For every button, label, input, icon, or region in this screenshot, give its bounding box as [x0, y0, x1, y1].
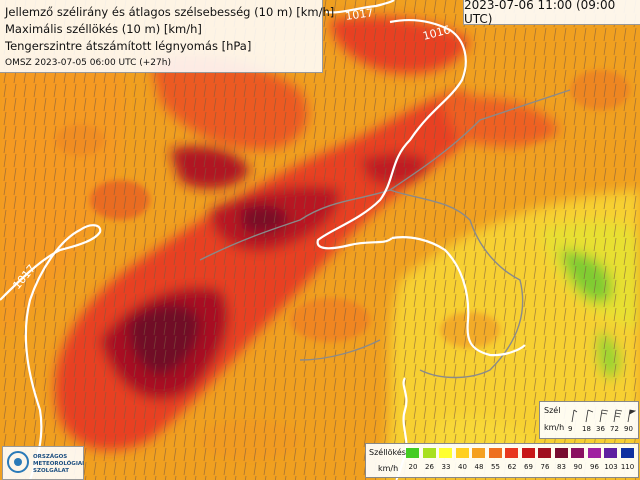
- isobar-1016: [316, 19, 467, 250]
- gust-legend-swatch: [455, 448, 469, 458]
- gust-legend-swatch: [604, 448, 617, 458]
- isobar-1017-top: [325, 0, 395, 14]
- isobar-label-1017-top: 1017: [345, 6, 375, 23]
- isobar-1017-left: [0, 224, 102, 480]
- gust-legend-swatch: [488, 448, 502, 458]
- gust-legend-value: 83: [557, 463, 566, 471]
- gust-legend-swatch: [472, 448, 485, 458]
- gust-legend-swatch: [439, 448, 452, 458]
- wind-legend-value: 36: [596, 425, 605, 433]
- gust-legend-value: 103: [604, 463, 618, 471]
- logo-icon: [7, 451, 29, 473]
- gust-legend-swatch: [620, 448, 634, 458]
- gust-legend-value: 96: [590, 463, 599, 471]
- wind-legend-value: 90: [624, 425, 633, 433]
- info-title-pressure: Tengerszintre átszámított légnyomás [hPa…: [5, 39, 252, 53]
- info-title-wind: Jellemző szélirány és átlagos szélsebess…: [5, 5, 335, 19]
- gust-legend-swatch: [554, 448, 568, 458]
- map-info-panel: Jellemző szélirány és átlagos szélsebess…: [0, 0, 334, 73]
- gust-legend-swatch: [538, 448, 551, 458]
- wind-legend-value: 9: [568, 425, 573, 433]
- gust-legend-swatch: [521, 448, 535, 458]
- isobar-east: [391, 236, 526, 357]
- gust-legend-value: 55: [491, 463, 500, 471]
- gust-legend-swatch: [505, 448, 518, 458]
- gust-legend-value: 40: [458, 463, 467, 471]
- gust-legend-value: 110: [620, 463, 635, 471]
- logo-line3: SZOLGÁLAT: [33, 468, 69, 474]
- wind-legend-value: 72: [610, 425, 619, 433]
- gust-legend-value: 69: [524, 463, 533, 471]
- isobars: [0, 0, 526, 480]
- info-title-gust: Maximális széllökés (10 m) [km/h]: [5, 22, 202, 36]
- gust-legend-swatch: [406, 448, 419, 458]
- gust-legend-swatch: [587, 448, 601, 458]
- gust-legend-unit: km/h: [378, 464, 399, 473]
- gust-legend-title: Széllökés: [369, 448, 406, 457]
- gust-legend-value: 48: [474, 463, 484, 471]
- gust-legend-value: 76: [540, 463, 550, 471]
- gust-legend-swatch: [422, 448, 436, 458]
- valid-time: 2023-07-06 11:00 (09:00 UTC): [463, 0, 640, 26]
- logo-line2: METEOROLÓGIAI: [33, 461, 85, 467]
- gust-legend-value: 33: [441, 463, 451, 471]
- gust-legend-swatch: [571, 448, 584, 458]
- omsz-logo: ORSZÁGOS METEOROLÓGIAI SZOLGÁLAT: [2, 446, 84, 480]
- wind-legend-title: Szél: [544, 406, 561, 415]
- gust-legend: Széllökés km/h 20 26 33 40 48 55 62 69 76 83 90 96 1…: [365, 443, 639, 478]
- gust-legend-value: 20: [408, 463, 418, 471]
- logo-line1: ORSZÁGOS: [33, 454, 68, 460]
- wind-legend: Szél km/h 9 18 36 72 90: [539, 401, 639, 439]
- info-model-run: OMSZ 2023-07-05 06:00 UTC (+27h): [5, 58, 171, 68]
- gust-legend-value: 90: [573, 463, 583, 471]
- wind-legend-barbs-icon: [571, 409, 636, 423]
- gust-legend-value: 26: [425, 463, 434, 471]
- wind-legend-unit: km/h: [544, 423, 565, 432]
- gust-legend-value: 62: [507, 463, 517, 471]
- wind-legend-value: 18: [582, 425, 591, 433]
- country-border: [199, 89, 571, 379]
